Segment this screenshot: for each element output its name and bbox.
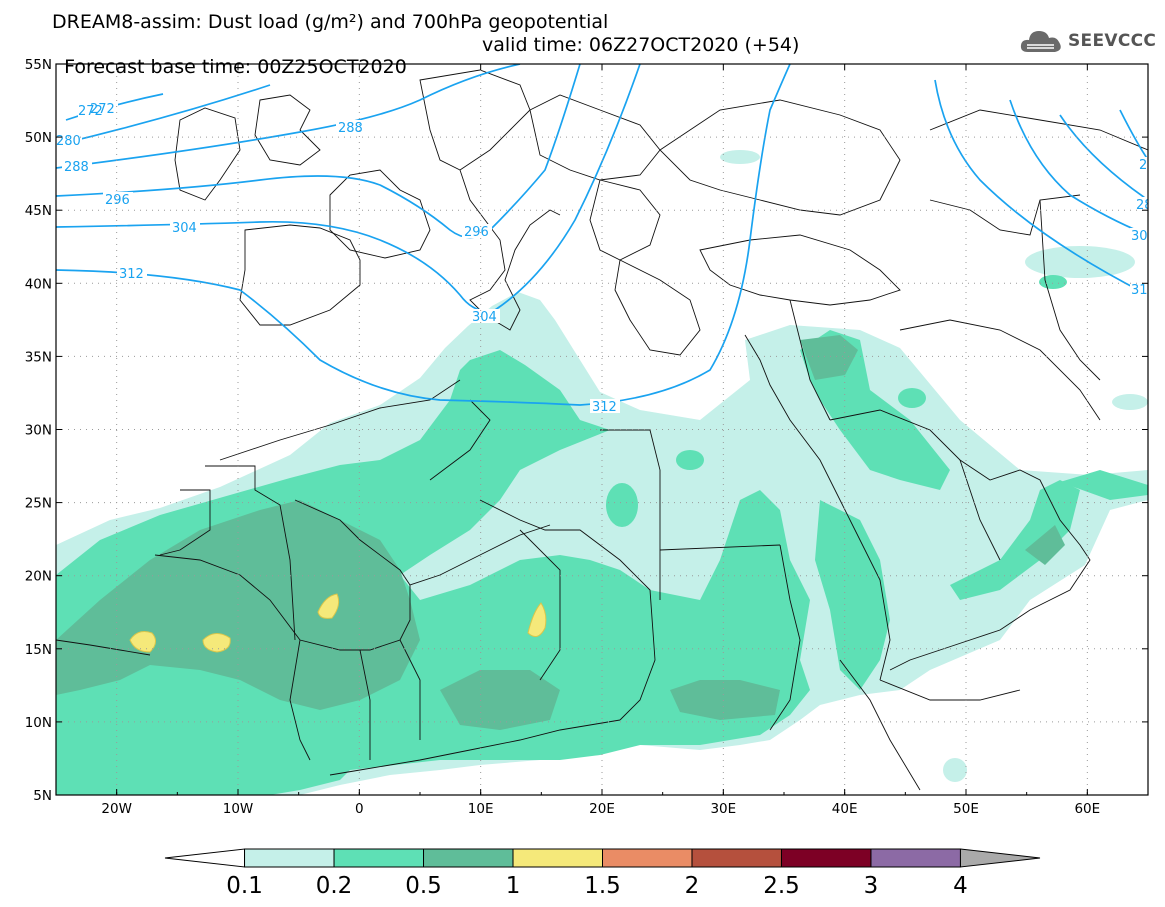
lat-tick-label: 5N bbox=[33, 788, 52, 804]
seevccc-logo: SEEVCCC bbox=[1018, 26, 1156, 56]
lat-tick-label: 45N bbox=[25, 203, 52, 219]
chart-title: DREAM8-assim: Dust load (g/m²) and 700hP… bbox=[52, 11, 609, 33]
colorbar-segment bbox=[691, 848, 782, 868]
lon-tick-label: 0 bbox=[355, 801, 364, 817]
forecast-times: Forecast base time: 00Z25OCT2020 valid t… bbox=[52, 34, 799, 100]
colorbar-segment bbox=[423, 848, 514, 868]
contour-label: 312 bbox=[592, 400, 617, 415]
contour-label: 30 bbox=[1131, 229, 1148, 244]
colorbar: 0.1 0.2 0.5 1 1.5 2 2.5 3 4 bbox=[164, 848, 1041, 899]
lat-tick-label: 55N bbox=[25, 57, 52, 73]
lon-tick-label: 50E bbox=[953, 801, 979, 817]
contour-label: 272 bbox=[90, 102, 115, 117]
lat-tick-label: 30N bbox=[25, 423, 52, 439]
lat-tick-label: 35N bbox=[25, 349, 52, 365]
lat-tick-label: 40N bbox=[25, 276, 52, 292]
lon-labels: 20W 10W 0 10E 20E 30E 40E 50E 60E bbox=[101, 801, 1100, 817]
valid-time: valid time: 06Z27OCT2020 (+54) bbox=[482, 34, 800, 56]
colorbar-label: 1.5 bbox=[584, 873, 621, 899]
lat-tick-label: 15N bbox=[25, 642, 52, 658]
contour-label: 296 bbox=[464, 225, 489, 240]
lon-tick-label: 40E bbox=[832, 801, 858, 817]
contour-label: 280 bbox=[56, 134, 81, 149]
lat-tick-label: 10N bbox=[25, 715, 52, 731]
colorbar-label: 0.1 bbox=[226, 873, 263, 899]
colorbar-segment bbox=[602, 848, 693, 868]
colorbar-max-arrow bbox=[959, 848, 1041, 868]
contour-label: 288 bbox=[64, 160, 89, 175]
lat-tick-label: 20N bbox=[25, 569, 52, 585]
contour-label: 304 bbox=[472, 310, 497, 325]
colorbar-label: 2.5 bbox=[763, 873, 800, 899]
dust-level-1 bbox=[129, 593, 547, 653]
colorbar-label: 4 bbox=[953, 873, 968, 899]
contour-label: 304 bbox=[172, 221, 197, 236]
base-time: Forecast base time: 00Z25OCT2020 bbox=[64, 56, 407, 78]
lat-tick-label: 25N bbox=[25, 496, 52, 512]
colorbar-label: 3 bbox=[864, 873, 879, 899]
contour-label: 272 bbox=[78, 104, 103, 119]
lat-tick-label: 50N bbox=[25, 130, 52, 146]
lon-tick-label: 20W bbox=[101, 801, 132, 817]
colorbar-min-arrow bbox=[164, 848, 246, 868]
geopotential-contours bbox=[56, 64, 1148, 406]
lon-tick-label: 30E bbox=[710, 801, 736, 817]
colorbar-segment bbox=[780, 848, 872, 868]
colorbar-label: 0.2 bbox=[316, 873, 353, 899]
contour-labels: 272 272 280 288 288 296 296 304 304 312 … bbox=[56, 102, 1156, 415]
lon-tick-label: 60E bbox=[1074, 801, 1100, 817]
contour-label: 28 bbox=[1136, 198, 1153, 213]
contour-label: 296 bbox=[105, 193, 130, 208]
cloud-icon bbox=[1020, 31, 1061, 52]
axis-ticks bbox=[55, 63, 1149, 796]
gridlines bbox=[56, 64, 1148, 795]
lon-tick-label: 10E bbox=[468, 801, 494, 817]
lon-tick-label: 10W bbox=[223, 801, 254, 817]
contour-label: 288 bbox=[338, 121, 363, 136]
colorbar-label: 0.5 bbox=[405, 873, 442, 899]
colorbar-label: 1 bbox=[506, 873, 521, 899]
contour-label: 2 bbox=[1139, 158, 1147, 173]
colorbar-segment bbox=[333, 848, 425, 868]
colorbar-segment bbox=[870, 848, 961, 868]
logo-text: SEEVCCC bbox=[1068, 31, 1157, 51]
colorbar-segment bbox=[244, 848, 335, 868]
colorbar-segment bbox=[512, 848, 603, 868]
country-borders bbox=[56, 69, 1148, 791]
colorbar-label: 2 bbox=[685, 873, 700, 899]
contour-label: 312 bbox=[1131, 283, 1156, 298]
lon-tick-label: 20E bbox=[589, 801, 615, 817]
lat-labels: 5N 10N 15N 20N 25N 30N 35N 40N 45N 50N 55N bbox=[25, 57, 52, 804]
contour-label: 312 bbox=[119, 267, 144, 282]
